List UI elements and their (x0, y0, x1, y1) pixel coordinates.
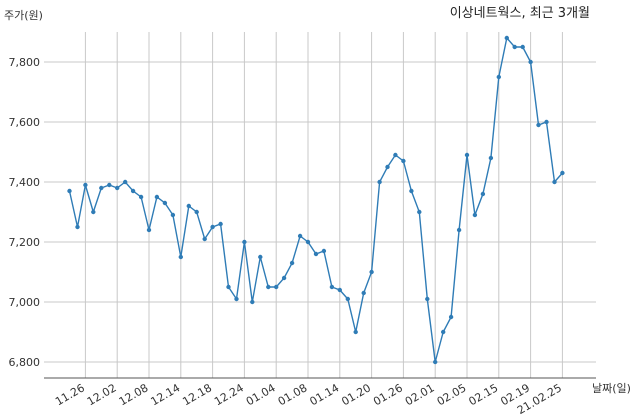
data-point (170, 212, 176, 218)
data-point (146, 227, 152, 233)
data-point (162, 200, 168, 206)
data-point (528, 59, 533, 65)
data-point (313, 251, 319, 257)
data-point (305, 239, 311, 245)
y-tick-label: 7,200 (9, 236, 41, 249)
x-tick-label: 01.26 (371, 381, 405, 408)
data-point (123, 179, 128, 185)
data-point (345, 296, 350, 302)
data-point (433, 359, 438, 365)
x-tick-labels: 11.2612.0212.0812.1412.1812.2401.0401.08… (53, 381, 564, 417)
y-tick-label: 6,800 (9, 356, 41, 369)
x-tick-label: 11.26 (53, 381, 87, 408)
grid (44, 32, 596, 378)
data-point (377, 179, 382, 185)
data-point (281, 275, 287, 281)
data-point (337, 287, 342, 293)
series-line (68, 36, 563, 363)
data-point (83, 182, 88, 188)
data-point (234, 296, 239, 302)
data-point (99, 185, 104, 191)
data-point (441, 329, 446, 335)
y-tick-labels: 6,800 7,000 7,200 7,400 7,600 7,800 (9, 56, 41, 369)
data-point (154, 194, 160, 200)
y-axis-title: 주가(원) (4, 9, 43, 22)
x-tick-label: 12.14 (149, 381, 183, 408)
data-point (464, 152, 470, 158)
data-point (536, 122, 541, 128)
y-tick-label: 7,800 (9, 56, 41, 69)
data-point (226, 284, 231, 290)
data-point (242, 239, 247, 245)
data-point (472, 212, 478, 218)
data-point (67, 188, 72, 194)
data-point (456, 227, 462, 233)
data-point (258, 254, 263, 260)
data-point (289, 260, 295, 266)
data-point (448, 314, 454, 320)
data-point (512, 44, 517, 50)
y-tick-label: 7,000 (9, 296, 41, 309)
data-point (417, 209, 422, 215)
data-point (274, 284, 279, 290)
data-point (401, 158, 406, 164)
data-point (202, 236, 207, 242)
data-point (91, 209, 96, 215)
data-point (178, 254, 183, 260)
x-tick-label: 12.08 (117, 381, 151, 408)
x-tick-label: 01.04 (244, 381, 278, 408)
data-point (393, 152, 398, 158)
data-point (520, 44, 525, 50)
data-point (552, 179, 557, 185)
y-tick-label: 7,400 (9, 176, 41, 189)
x-tick-label: 12.18 (180, 381, 214, 408)
data-point (425, 296, 430, 302)
data-point (409, 188, 414, 194)
data-point (560, 170, 565, 176)
data-points (67, 35, 565, 365)
x-tick-label: 02.15 (467, 381, 501, 408)
data-point (250, 299, 255, 305)
data-point (385, 164, 390, 170)
data-point (194, 209, 199, 215)
data-point (488, 155, 494, 161)
x-tick-label: 01.14 (308, 381, 342, 408)
data-point (210, 224, 215, 230)
data-point (504, 35, 509, 41)
data-point (115, 185, 120, 191)
data-point (186, 203, 191, 209)
data-point (266, 284, 271, 290)
x-tick-label: 01.20 (339, 381, 373, 408)
x-tick-label: 01.08 (276, 381, 310, 408)
data-point (544, 119, 549, 125)
chart-title: 이상네트웍스, 최근 3개월 (450, 6, 590, 21)
x-tick-label: 02.05 (435, 381, 469, 408)
data-point (353, 329, 358, 335)
x-tick-label: 02.01 (403, 381, 437, 408)
data-point (75, 224, 80, 230)
data-point (138, 194, 144, 200)
data-point (361, 290, 366, 296)
y-tick-label: 7,600 (9, 116, 41, 129)
x-tick-label: 12.02 (85, 381, 119, 408)
data-point (218, 221, 223, 227)
x-tick-label: 12.24 (212, 381, 246, 408)
x-axis-title: 날짜(일) (592, 381, 631, 395)
data-point (369, 269, 374, 275)
data-point (321, 248, 327, 254)
data-point (329, 284, 335, 290)
data-point (480, 191, 486, 197)
data-point (130, 188, 136, 194)
data-point (297, 233, 303, 239)
data-point (496, 74, 501, 80)
data-point (107, 182, 112, 188)
